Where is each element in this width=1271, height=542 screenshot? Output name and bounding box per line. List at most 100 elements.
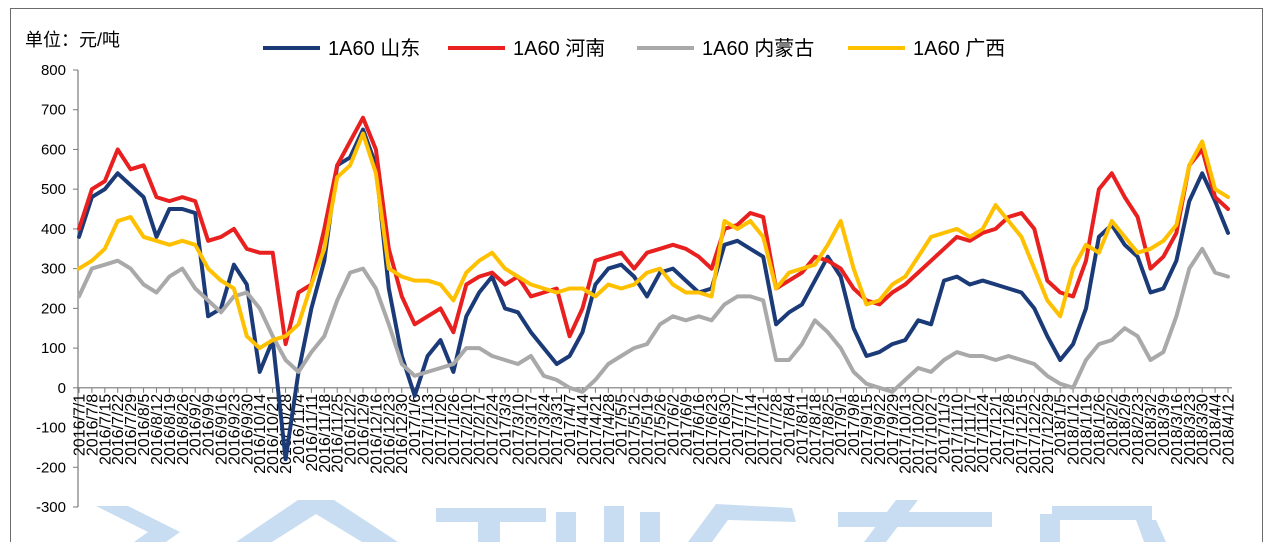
legend-label: 1A60 内蒙古 <box>702 37 814 60</box>
x-tick-label: 2017/5/26 <box>652 394 669 465</box>
x-tick-label: 2017/11/17 <box>962 394 979 473</box>
legend-item-henan: 1A60 河南 <box>448 37 605 60</box>
x-tick-label: 2018/3/16 <box>1169 394 1186 465</box>
x-tick-label: 2017/9/1 <box>833 394 850 456</box>
x-tick-label: 2016/10/14 <box>252 394 269 474</box>
series-line-shandong <box>77 127 1230 462</box>
x-tick-label: 2017/3/3 <box>498 394 515 456</box>
x-tick-label: 2017/12/22 <box>1027 394 1044 474</box>
series-line-neimenggu <box>77 246 1230 394</box>
x-tick-label: 2018/3/30 <box>1195 394 1212 465</box>
y-tick-label: -200 <box>36 459 66 476</box>
x-tick-label: 2017/2/17 <box>472 394 489 465</box>
x-tick-label: 2017/5/5 <box>614 394 631 456</box>
x-tick-label: 2017/6/30 <box>717 394 734 465</box>
y-tick-label: 0 <box>58 380 66 397</box>
x-tick-label: 2018/3/2 <box>1143 394 1160 456</box>
watermark-stroke <box>436 508 546 542</box>
x-tick-label: 2017/6/16 <box>691 394 708 465</box>
x-tick-label: 2017/7/7 <box>730 394 747 456</box>
x-tick-label: 2017/11/24 <box>975 394 992 473</box>
y-tick-label: 600 <box>41 141 66 158</box>
x-axis: 2016/7/12016/7/82016/7/152016/7/222016/7… <box>72 387 1238 474</box>
x-tick-label: 2017/1/26 <box>446 394 463 465</box>
legend-item-neimenggu: 1A60 内蒙古 <box>637 37 814 60</box>
y-tick-label: 400 <box>41 221 66 238</box>
x-tick-label: 2017/4/21 <box>588 394 605 465</box>
x-tick-label: 2017/4/14 <box>575 394 592 465</box>
y-tick-label: 300 <box>41 261 66 278</box>
x-tick-label: 2017/2/10 <box>459 394 476 465</box>
y-axis-label: 单位：元/吨 <box>25 30 120 50</box>
x-tick-label: 2016/8/19 <box>162 394 179 465</box>
watermark-stroke <box>838 500 992 542</box>
x-tick-label: 2018/3/9 <box>1156 394 1173 456</box>
x-tick-label: 2016/11/18 <box>317 394 334 473</box>
x-tick-label: 2016/12/23 <box>381 394 398 474</box>
x-tick-label: 2017/9/29 <box>885 394 902 465</box>
x-tick-label: 2016/9/30 <box>239 394 256 465</box>
x-tick-label: 2017/1/13 <box>420 394 437 465</box>
x-tick-label: 2016/7/15 <box>97 394 114 465</box>
x-tick-label: 2016/11/25 <box>330 394 347 473</box>
x-tick-label: 2017/9/22 <box>872 394 889 465</box>
x-tick-label: 2017/8/4 <box>782 394 799 456</box>
legend-label: 1A60 山东 <box>328 37 420 60</box>
x-tick-label: 2017/8/25 <box>820 394 837 465</box>
x-tick-label: 2017/1/20 <box>433 394 450 465</box>
x-tick-label: 2018/1/5 <box>1053 394 1070 456</box>
y-tick-label: 100 <box>41 340 66 357</box>
chart-frame <box>10 8 1263 542</box>
x-tick-label: 2017/5/19 <box>640 394 657 465</box>
x-tick-label: 2017/11/10 <box>949 394 966 473</box>
x-tick-label: 2017/10/27 <box>924 394 941 474</box>
x-tick-label: 2016/12/30 <box>394 394 411 474</box>
watermark-stroke <box>96 506 180 542</box>
watermark-stroke <box>1040 506 1166 542</box>
x-tick-label: 2016/9/16 <box>214 394 231 465</box>
x-tick-label: 2017/3/31 <box>549 394 566 465</box>
series-line-guangxi <box>77 131 1230 351</box>
x-tick-label: 2017/6/2 <box>665 394 682 456</box>
x-tick-label: 2018/2/9 <box>1117 394 1134 456</box>
x-tick-label: 2017/12/1 <box>988 394 1005 465</box>
x-tick-label: 2017/12/15 <box>1014 394 1031 474</box>
y-axis: 800 700 600 500 400 300 200 100 0 -100 -200 -300 <box>36 62 79 516</box>
x-tick-label: 2016/7/22 <box>110 394 127 465</box>
x-tick-label: 2017/3/10 <box>510 394 527 465</box>
x-tick-label: 2017/1/6 <box>407 394 424 456</box>
x-tick-label: 2017/10/20 <box>911 394 928 474</box>
x-tick-label: 2018/1/19 <box>1078 394 1095 465</box>
y-tick-label: -300 <box>36 499 66 516</box>
y-tick-label: 700 <box>41 102 66 119</box>
series-line-henan <box>77 115 1230 347</box>
x-tick-label: 2018/2/2 <box>1104 394 1121 456</box>
x-tick-label: 2016/10/21 <box>265 394 282 474</box>
y-tick-label: 500 <box>41 181 66 198</box>
legend-item-guangxi: 1A60 广西 <box>848 37 1005 60</box>
x-tick-label: 2017/2/24 <box>485 394 502 465</box>
x-tick-label: 2017/8/11 <box>794 394 811 464</box>
x-tick-label: 2016/7/29 <box>123 394 140 465</box>
legend-label: 1A60 河南 <box>513 37 605 60</box>
watermark-stroke <box>236 500 398 542</box>
y-tick-label: -100 <box>36 420 66 437</box>
x-tick-label: 2016/8/12 <box>149 394 166 465</box>
x-tick-label: 2018/3/23 <box>1182 394 1199 465</box>
x-tick-label: 2016/9/9 <box>201 394 218 456</box>
x-tick-label: 2016/11/4 <box>291 394 308 464</box>
x-tick-label: 2017/4/7 <box>562 394 579 456</box>
x-tick-label: 2018/2/23 <box>1130 394 1147 465</box>
watermark-stroke <box>688 504 796 542</box>
x-tick-label: 2016/8/26 <box>175 394 192 465</box>
x-tick-label: 2017/3/17 <box>523 394 540 465</box>
x-tick-label: 2017/7/14 <box>743 394 760 465</box>
legend-item-shandong: 1A60 山东 <box>263 37 420 60</box>
x-tick-label: 2017/12/29 <box>1040 394 1057 474</box>
x-tick-label: 2018/4/4 <box>1208 394 1225 456</box>
x-tick-label: 2016/11/11 <box>304 394 321 472</box>
x-tick-label: 2017/9/8 <box>846 394 863 456</box>
x-tick-label: 2016/7/1 <box>72 394 89 456</box>
